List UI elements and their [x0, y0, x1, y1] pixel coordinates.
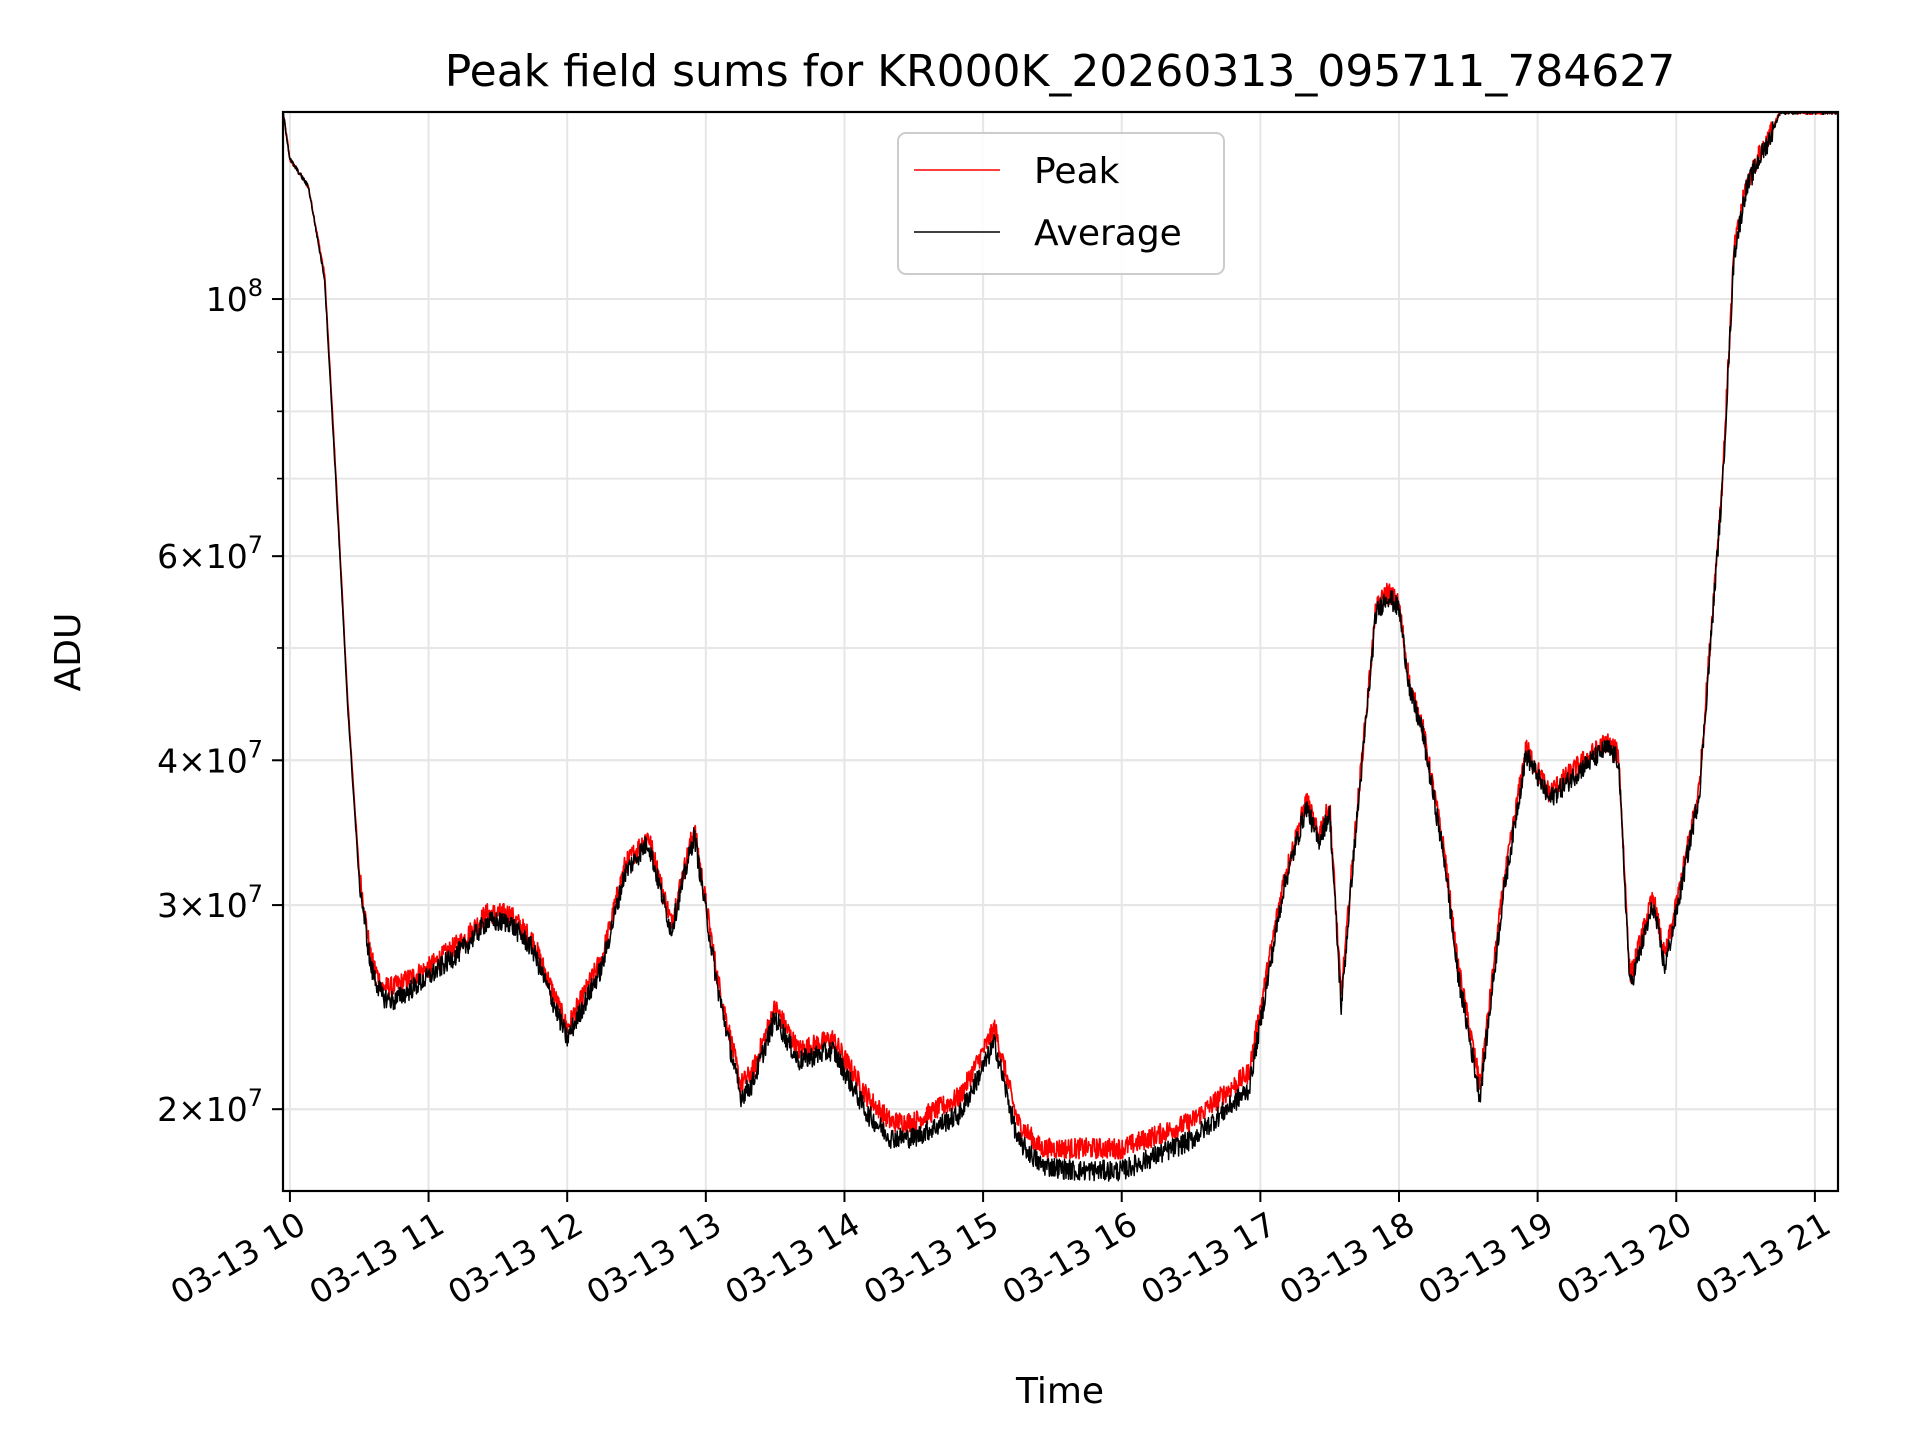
x-axis-label: Time: [1015, 1371, 1104, 1412]
legend-label-average: Average: [1034, 213, 1182, 254]
legend: Peak Average: [897, 132, 1225, 275]
y-axis-label: ADU: [48, 613, 89, 692]
y-tick-label: 108: [206, 274, 263, 319]
plot-frame: [281, 110, 1840, 1193]
chart-title: Peak field sums for KR000K_20260313_0957…: [445, 46, 1676, 97]
y-tick-label: 3×107: [157, 880, 263, 925]
y-tick-label: 2×107: [157, 1084, 263, 1129]
y-axis: 2×107 3×107 4×107 6×107 108: [157, 274, 283, 1129]
grid: [283, 112, 1838, 1191]
y-tick-label: 6×107: [157, 531, 263, 576]
legend-label-peak: Peak: [1034, 151, 1120, 192]
series-layer: [283, 112, 1838, 1182]
y-tick-label: 4×107: [157, 735, 263, 780]
series-line-average: [283, 112, 1838, 1182]
legend-box: [897, 132, 1225, 275]
